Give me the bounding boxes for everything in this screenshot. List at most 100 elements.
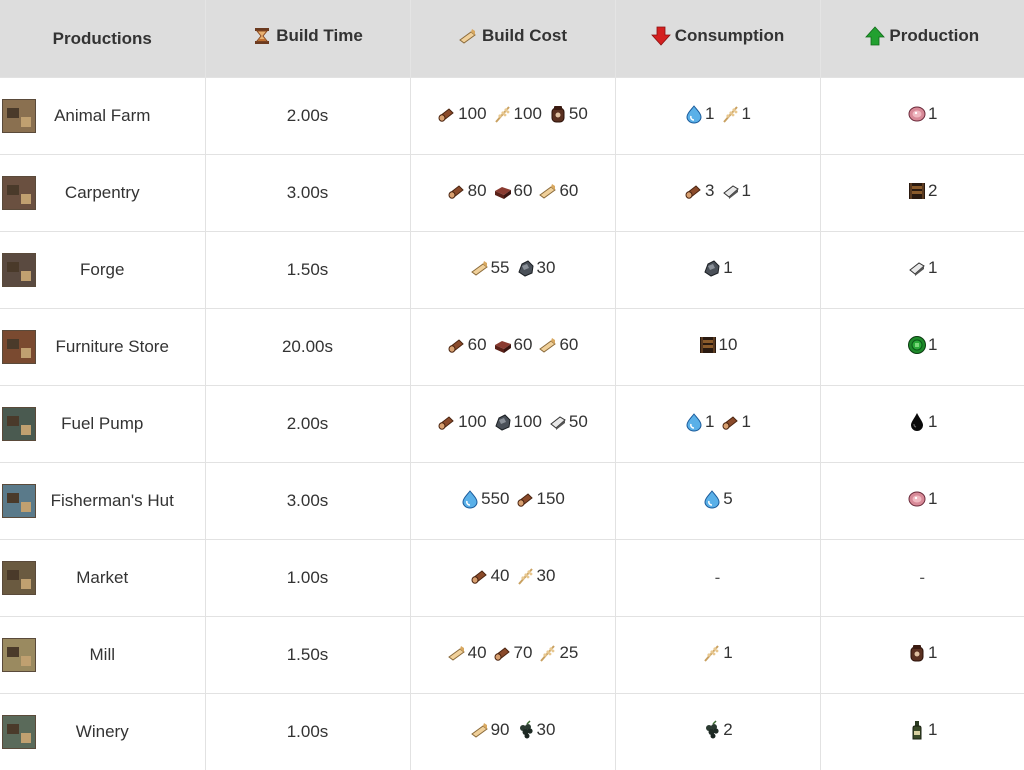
furniture-icon (907, 181, 927, 201)
production-name-cell: Fuel Pump (0, 386, 205, 463)
resource-amount: 1 (907, 489, 937, 509)
resource-amount: 30 (516, 258, 556, 278)
iron-icon (907, 258, 927, 278)
animal-farm-thumbnail (2, 99, 36, 133)
build-time-cell: 1.50s (205, 232, 410, 309)
production-name-cell: Animal Farm (0, 78, 205, 155)
consumption-list: 10 (695, 335, 741, 355)
resource-quantity: 50 (569, 104, 588, 124)
resource-quantity: 3 (705, 181, 714, 201)
build-cost-cell: 80 60 60 (410, 155, 615, 232)
resource-quantity: 60 (559, 335, 578, 355)
forge-thumbnail (2, 253, 36, 287)
resource-amount: 30 (516, 566, 556, 586)
consumption-cell: - (615, 540, 820, 617)
market-thumbnail (2, 561, 36, 595)
resource-amount: 1 (907, 643, 937, 663)
resource-amount: 50 (548, 412, 588, 432)
build-time-cell: 2.00s (205, 386, 410, 463)
resource-quantity: 60 (514, 335, 533, 355)
resource-amount: 60 (447, 335, 487, 355)
build-time-value: 1.00s (287, 722, 329, 741)
resource-amount: 1 (684, 412, 714, 432)
cost-list: 40 30 (467, 566, 559, 586)
water-icon (702, 489, 722, 509)
production-list: 1 (904, 489, 940, 509)
iron-icon (721, 181, 741, 201)
build-time-value: 20.00s (282, 337, 333, 356)
flour-icon (548, 104, 568, 124)
production-name-cell: Carpentry (0, 155, 205, 232)
carpentry-thumbnail (2, 176, 36, 210)
production-list: 1 (904, 104, 940, 124)
production-name-cell: Mill (0, 617, 205, 694)
resource-quantity: 60 (559, 181, 578, 201)
resource-quantity: 10 (719, 335, 738, 355)
consumption-cell: 5 (615, 463, 820, 540)
production-cell: 1 (820, 617, 1024, 694)
production-cell: 1 (820, 309, 1024, 386)
ore-icon (702, 258, 722, 278)
resource-amount: 60 (493, 181, 533, 201)
header-build-cost: Build Cost (410, 0, 615, 78)
resource-amount: 100 (437, 412, 486, 432)
wood-icon (437, 104, 457, 124)
consumption-cell: 1 (615, 232, 820, 309)
iron-icon (548, 412, 568, 432)
wheat-icon (493, 104, 513, 124)
resource-amount: 1 (907, 720, 937, 740)
resource-quantity: 1 (723, 643, 732, 663)
ore-icon (493, 412, 513, 432)
resource-quantity: 60 (468, 335, 487, 355)
green-up-arrow-icon (865, 26, 885, 46)
resource-quantity: 1 (928, 335, 937, 355)
build-time-value: 2.00s (287, 106, 329, 125)
production-name: Furniture Store (36, 337, 169, 357)
ore-icon (516, 258, 536, 278)
resource-quantity: 90 (491, 720, 510, 740)
wheat-icon (538, 643, 558, 663)
fuel-pump-thumbnail (2, 407, 36, 441)
mill-thumbnail (2, 638, 36, 672)
production-list: 1 (904, 720, 940, 740)
header-build-time: Build Time (205, 0, 410, 78)
resource-quantity: 1 (742, 412, 751, 432)
empty-value: - (715, 568, 721, 587)
wood-icon (493, 643, 513, 663)
resource-amount: 3 (684, 181, 714, 201)
resource-amount: 25 (538, 643, 578, 663)
resource-amount: 1 (907, 335, 937, 355)
production-name: Winery (76, 722, 129, 742)
resource-amount: 10 (698, 335, 738, 355)
production-name: Carpentry (65, 183, 140, 203)
resource-quantity: 2 (928, 181, 937, 201)
resource-quantity: 2 (723, 720, 732, 740)
furniture-icon (698, 335, 718, 355)
consumption-list: 1 (699, 643, 735, 663)
resource-amount: 40 (470, 566, 510, 586)
header-row: Productions Build Time (0, 0, 1024, 78)
plank-icon (538, 181, 558, 201)
build-time-cell: 1.00s (205, 694, 410, 770)
wood-icon (516, 489, 536, 509)
production-cell: 2 (820, 155, 1024, 232)
production-name-cell: Winery (0, 694, 205, 770)
meat-icon (907, 104, 927, 124)
resource-amount: 80 (447, 181, 487, 201)
resource-quantity: 150 (537, 489, 565, 509)
fishermans-hut-thumbnail (2, 484, 36, 518)
production-name-cell: Furniture Store (0, 309, 205, 386)
resource-amount: 60 (538, 181, 578, 201)
production-list: 1 (904, 335, 940, 355)
